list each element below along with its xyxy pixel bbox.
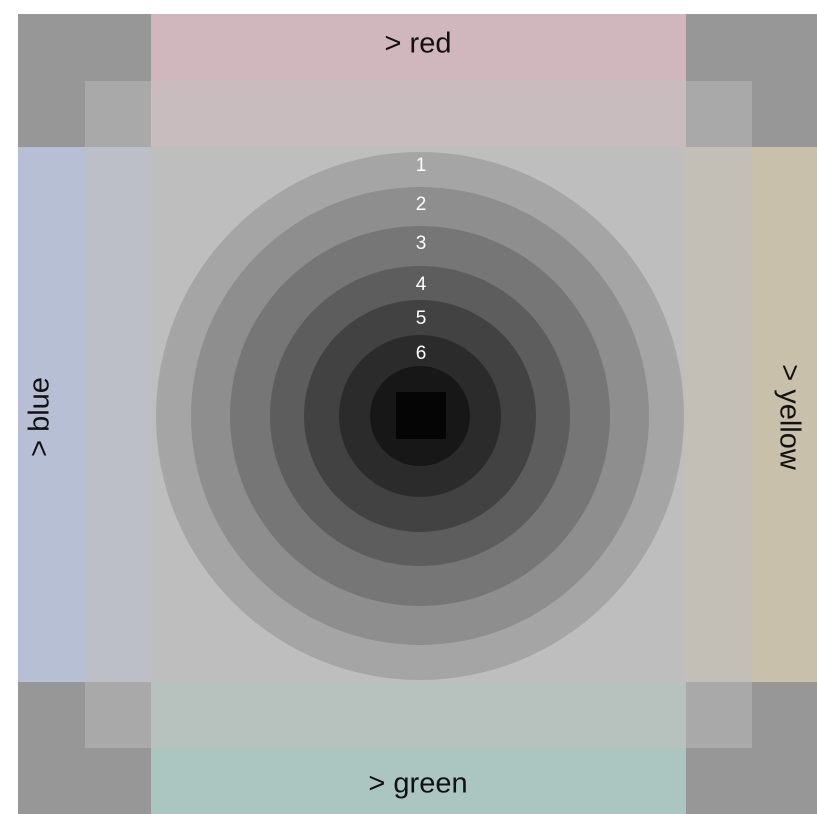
label-green: > green — [368, 767, 468, 800]
corner-bottom-left-inner — [85, 682, 151, 748]
green-band-inner — [151, 682, 686, 748]
label-blue: > blue — [23, 377, 56, 457]
corner-top-right-inner — [686, 81, 752, 147]
diagram-board: 1 2 3 4 5 6 > red > green > blue > yello… — [18, 14, 817, 814]
ring-label-4: 4 — [415, 274, 427, 295]
core-square — [396, 392, 446, 439]
ring-label-3: 3 — [415, 233, 427, 254]
red-band-outer — [151, 14, 686, 81]
blue-band-outer — [18, 147, 85, 682]
red-band-inner — [151, 81, 686, 147]
corner-bottom-right-inner — [686, 682, 752, 748]
corner-top-left-inner — [85, 81, 151, 147]
ring-label-2: 2 — [415, 194, 427, 215]
ring-label-1: 1 — [415, 155, 427, 176]
yellow-band-outer — [752, 147, 817, 682]
label-red: > red — [384, 27, 452, 60]
yellow-band-inner — [686, 147, 752, 682]
green-band-outer — [151, 748, 686, 814]
ring-label-6: 6 — [415, 343, 427, 364]
blue-band-inner — [85, 147, 151, 682]
ring-label-5: 5 — [415, 308, 427, 329]
label-yellow: > yellow — [773, 364, 806, 470]
concentric-rings — [156, 152, 684, 680]
